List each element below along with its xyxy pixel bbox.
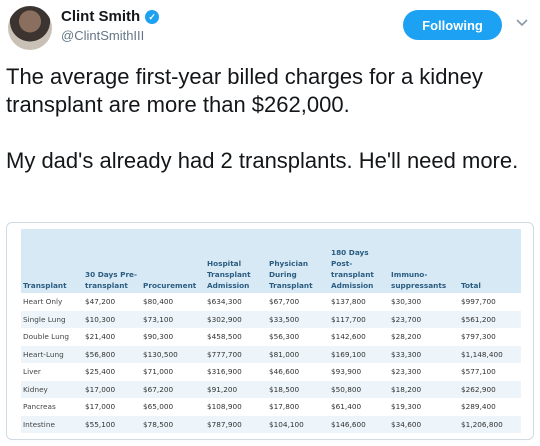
row-label: Heart-Lung <box>21 345 83 363</box>
table-cell: $56,300 <box>267 328 329 346</box>
tweet-header: Clint Smith ✓ @ClintSmithIII Following <box>0 0 540 56</box>
table-cell: $67,700 <box>267 293 329 311</box>
row-label: Liver <box>21 363 83 381</box>
table-cell: $34,600 <box>389 415 459 433</box>
table-cell: $561,200 <box>459 310 521 328</box>
table-cell: $65,000 <box>141 398 205 416</box>
table-cell: $146,600 <box>329 415 389 433</box>
table-cell: $61,400 <box>329 398 389 416</box>
row-label: Double Lung <box>21 328 83 346</box>
table-cell: $137,800 <box>329 293 389 311</box>
row-label: Intestine <box>21 415 83 433</box>
column-header: Procurement <box>143 281 197 290</box>
table-cell: $289,400 <box>459 398 521 416</box>
table-cell: $17,000 <box>83 398 141 416</box>
tweet-paragraph: The average first-year billed charges fo… <box>6 64 483 117</box>
row-label: Pancreas <box>21 398 83 416</box>
column-header: Immuno-suppressants <box>391 270 447 290</box>
table-cell: $93,900 <box>329 363 389 381</box>
table-cell: $18,200 <box>389 380 459 398</box>
table-cell: $17,000 <box>83 380 141 398</box>
attached-image[interactable]: Transplant 30 Days Pre-transplant Procur… <box>6 222 534 440</box>
column-header: 180 Days Post-transplant Admission <box>331 248 374 290</box>
table-cell: $50,800 <box>329 380 389 398</box>
chevron-down-icon[interactable] <box>515 15 529 29</box>
cost-table: Transplant 30 Days Pre-transplant Procur… <box>21 229 533 434</box>
column-header: 30 Days Pre-transplant <box>85 270 138 290</box>
table-cell: $46,600 <box>267 363 329 381</box>
column-header: Physician During Transplant <box>269 259 313 290</box>
table-cell: $67,200 <box>141 380 205 398</box>
table-cell: $1,148,400 <box>459 345 521 363</box>
table-cell: $1,206,800 <box>459 415 521 433</box>
table-cell: $577,100 <box>459 363 521 381</box>
table-row: Liver $25,400 $71,000 $316,900 $46,600 $93,90… <box>21 363 521 381</box>
avatar[interactable] <box>8 6 52 50</box>
author-name[interactable]: Clint Smith <box>61 8 141 25</box>
table-body: Heart Only $47,200 $80,400 $634,300 $67,700 $… <box>21 293 521 433</box>
table-cell: $90,300 <box>141 328 205 346</box>
table-cell: $71,000 <box>141 363 205 381</box>
table-cell: $777,700 <box>205 345 267 363</box>
table-cell: $81,000 <box>267 345 329 363</box>
column-header: Total <box>461 281 481 290</box>
table-cell: $55,100 <box>83 415 141 433</box>
table-cell: $169,100 <box>329 345 389 363</box>
table-cell: $33,500 <box>267 310 329 328</box>
table-cell: $787,900 <box>205 415 267 433</box>
table-row: Heart Only $47,200 $80,400 $634,300 $67,700 $… <box>21 293 521 311</box>
tweet-paragraph: My dad's already had 2 transplants. He'l… <box>6 148 519 173</box>
table-cell: $23,700 <box>389 310 459 328</box>
table-cell: $25,400 <box>83 363 141 381</box>
tweet-text: The average first-year billed charges fo… <box>6 63 536 175</box>
table-cell: $73,100 <box>141 310 205 328</box>
table-cell: $142,600 <box>329 328 389 346</box>
table-cell: $23,300 <box>389 363 459 381</box>
table-cell: $18,500 <box>267 380 329 398</box>
table-cell: $19,300 <box>389 398 459 416</box>
row-label: Kidney <box>21 380 83 398</box>
following-button[interactable]: Following <box>403 10 502 40</box>
table-cell: $117,700 <box>329 310 389 328</box>
table-row: Pancreas $17,000 $65,000 $108,900 $17,800 $61… <box>21 398 521 416</box>
table-cell: $17,800 <box>267 398 329 416</box>
author-handle[interactable]: @ClintSmithIII <box>61 28 145 43</box>
table-cell: $130,500 <box>141 345 205 363</box>
author-name-row: Clint Smith ✓ <box>61 8 160 25</box>
table-cell: $10,300 <box>83 310 141 328</box>
row-label: Single Lung <box>21 310 83 328</box>
table-cell: $28,200 <box>389 328 459 346</box>
table-row: Intestine $55,100 $78,500 $787,900 $104,100 $… <box>21 415 521 433</box>
table-cell: $91,200 <box>205 380 267 398</box>
table-cell: $316,900 <box>205 363 267 381</box>
table-cell: $21,400 <box>83 328 141 346</box>
table-cell: $634,300 <box>205 293 267 311</box>
table-cell: $458,500 <box>205 328 267 346</box>
table-cell: $262,900 <box>459 380 521 398</box>
table-cell: $104,100 <box>267 415 329 433</box>
table-cell: $56,800 <box>83 345 141 363</box>
table-cell: $302,900 <box>205 310 267 328</box>
column-header: Hospital Transplant Admission <box>207 259 251 290</box>
table-cell: $80,400 <box>141 293 205 311</box>
row-label: Heart Only <box>21 293 83 311</box>
table-row: Double Lung $21,400 $90,300 $458,500 $56,300… <box>21 328 521 346</box>
table-cell: $30,300 <box>389 293 459 311</box>
table-cell: $108,900 <box>205 398 267 416</box>
table-cell: $33,300 <box>389 345 459 363</box>
table-cell: $797,300 <box>459 328 521 346</box>
table-header-row: Transplant 30 Days Pre-transplant Procur… <box>21 229 521 293</box>
table-cell: $47,200 <box>83 293 141 311</box>
column-header: Transplant <box>23 281 67 290</box>
table-row: Single Lung $10,300 $73,100 $302,900 $33,500… <box>21 310 521 328</box>
verified-badge-icon: ✓ <box>145 9 160 24</box>
table-row: Heart-Lung $56,800 $130,500 $777,700 $81,000… <box>21 345 521 363</box>
table-cell: $78,500 <box>141 415 205 433</box>
table-row: Kidney $17,000 $67,200 $91,200 $18,500 $50,80… <box>21 380 521 398</box>
table-cell: $997,700 <box>459 293 521 311</box>
